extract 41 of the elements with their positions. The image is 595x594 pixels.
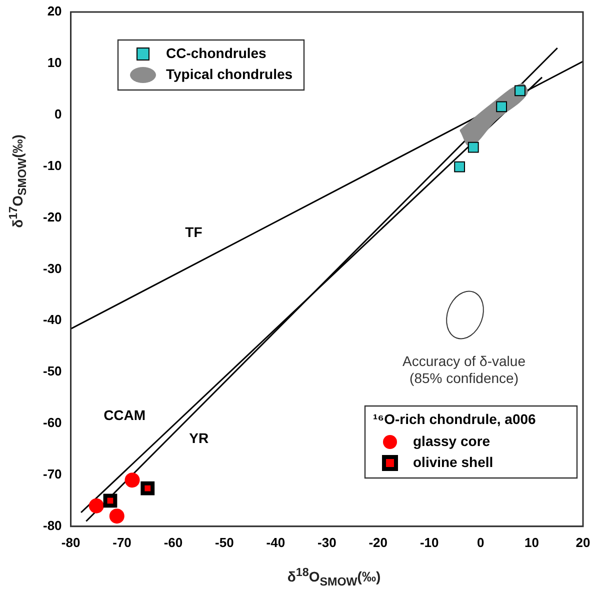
x-tick-label: 0 [476,534,484,550]
x-tick-label: -40 [266,534,286,550]
point [514,85,526,96]
point [454,161,466,172]
x-tick-label: 20 [576,534,590,550]
x-tick-label: 10 [524,534,540,550]
x-tick-label: -30 [317,534,336,550]
point [109,508,124,524]
point [496,101,508,112]
y-tick-label: -70 [42,466,62,482]
legend-title: ¹⁶O-rich chondrule, a006 [373,410,536,427]
y-tick-label: -30 [42,260,62,276]
y-tick-label: -10 [42,158,62,173]
x-tick-label: -70 [112,534,132,550]
series-label: CCAM [104,407,146,424]
y-tick-label: 10 [47,55,62,70]
x-axis-title: δ$^{18}$O$_{SMOW}$(‰) [286,566,382,588]
x-tick-label: -20 [368,534,388,550]
legend-label: CC-chondrules [166,44,267,61]
y-tick-label: -20 [42,209,62,224]
x-tick-label: -80 [61,534,80,550]
legend-label: olivine shell [413,454,494,470]
point [468,142,479,153]
y-tick-label: -40 [42,312,62,328]
point [103,494,118,508]
y-tick-label: 0 [54,106,62,122]
y-tick-label: -50 [42,364,62,379]
point [124,472,140,488]
x-tick-label: -50 [215,534,234,550]
point [140,481,155,496]
legend-label: Typical chondrules [166,66,293,82]
x-tick-label: -10 [420,534,439,550]
series-label: YR [189,430,209,446]
series-label: TF [185,224,203,240]
point [88,498,104,514]
y-tick-label: -80 [42,518,62,533]
y-tick-label: 20 [47,4,62,19]
y-tick-label: -60 [42,415,62,430]
legend-label: glassy core [413,432,490,449]
annotation: Accuracy of δ-value (85% confidence) [402,352,526,386]
x-tick-label: -60 [164,534,183,550]
